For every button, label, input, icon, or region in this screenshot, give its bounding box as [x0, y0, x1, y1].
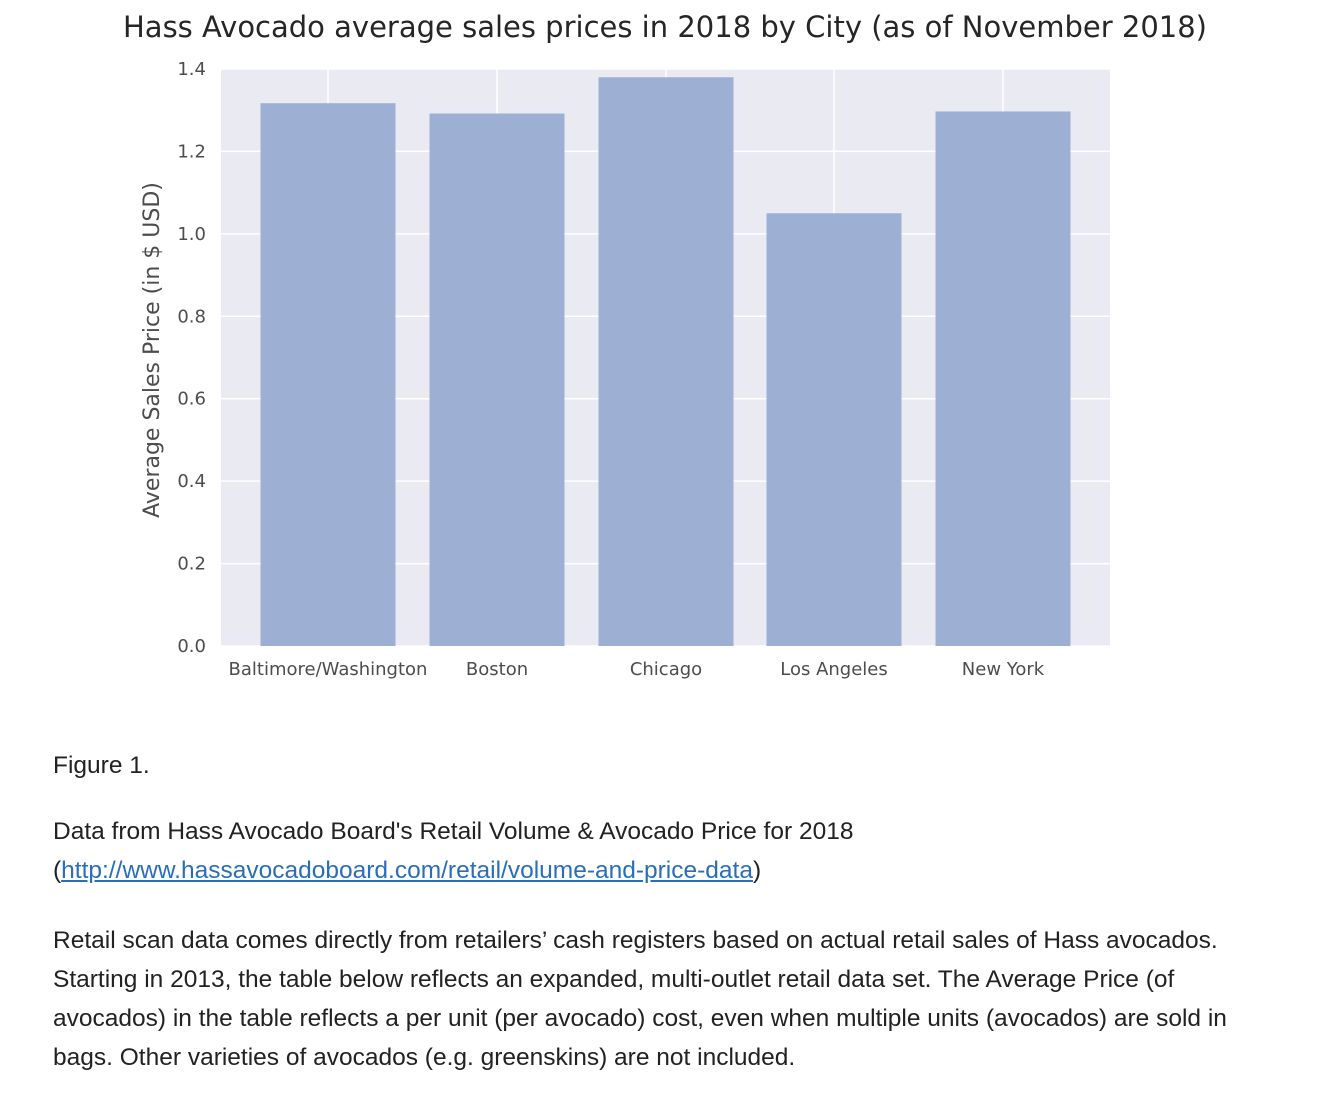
y-tick-label: 0.8	[177, 306, 206, 327]
bar	[766, 213, 902, 646]
source-paren-close: )	[752, 857, 762, 884]
bar-chart: Hass Avocado average sales prices in 201…	[123, 10, 1207, 680]
y-tick-label: 0.2	[177, 554, 206, 575]
source-text: Data from Hass Avocado Board's Retail Vo…	[53, 818, 854, 845]
y-tick-label: 1.2	[177, 141, 206, 162]
x-tick-label: Los Angeles	[780, 659, 888, 680]
x-tick-label: Boston	[466, 659, 528, 680]
source-paren-open: (	[53, 857, 62, 884]
source-note: Data from Hass Avocado Board's Retail Vo…	[53, 812, 1293, 890]
description-paragraph: Retail scan data comes directly from ret…	[53, 927, 1227, 1071]
x-tick-label: New York	[962, 659, 1045, 680]
chart-title: Hass Avocado average sales prices in 201…	[123, 10, 1207, 44]
y-tick-label: 1.0	[177, 224, 206, 245]
y-axis-label: Average Sales Price (in $ USD)	[140, 182, 165, 518]
bar	[598, 77, 734, 646]
bars	[260, 77, 1071, 647]
bar	[429, 113, 565, 647]
figure-label: Figure 1.	[53, 752, 150, 779]
y-tick-label: 1.4	[177, 59, 206, 80]
x-tick-labels: Baltimore/Washington Boston Chicago Los Ang…	[229, 659, 1045, 680]
source-link[interactable]: http://www.hassavocadoboard.com/retail/v…	[61, 857, 753, 884]
x-tick-label: Chicago	[630, 659, 702, 680]
y-tick-label: 0.6	[177, 389, 206, 410]
y-tick-label: 0.4	[177, 471, 206, 492]
y-tick-label: 0.0	[177, 636, 206, 657]
bar	[260, 103, 396, 646]
x-tick-label: Baltimore/Washington	[229, 659, 428, 680]
bar	[935, 111, 1071, 647]
y-tick-labels: 0.0 0.2 0.4 0.6 0.8 1.0 1.2 1.4	[177, 59, 206, 657]
